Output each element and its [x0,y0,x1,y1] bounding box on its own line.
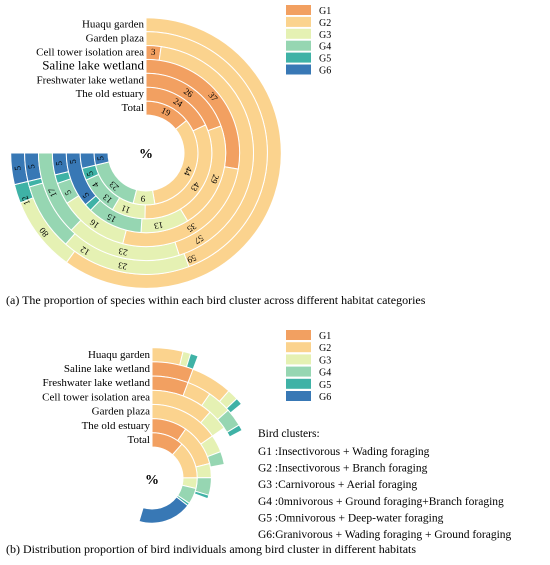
value-label-saline-lake-wetland: 5 [62,188,73,197]
cluster-description-3: G3 :Carnivorous + Aerial foraging [258,479,417,491]
value-label-huaqu-garden: 12 [19,195,32,207]
segment-the-old-estuary-g6 [79,152,97,169]
category-label-total: Total [122,102,144,114]
legend-b-swatch-g2 [286,342,311,353]
legend-b-label-g1: G1 [319,331,331,342]
legend-a-swatch-g6 [286,64,311,75]
legend-b-label-g4: G4 [319,368,331,379]
chart-a-center-label: % [139,147,153,162]
chart-a-caption: (a) The proportion of species within eac… [6,293,426,307]
chart-b-caption: (b) Distribution proportion of bird indi… [6,542,416,556]
value-label-the-old-estuary: 4 [90,180,101,190]
value-label-garden-plaza: 12 [78,244,91,257]
chart-a-rings [10,17,282,289]
legend-a-label-g6: G6 [319,66,331,77]
value-label-garden-plaza: 59 [185,253,198,266]
chart-b-category-labels: Huaqu garden Saline lake wetland Freshwate… [42,349,150,446]
category-label-the-old-estuary: The old estuary [76,88,145,100]
category-label-freshwater-lake-wetland: Freshwater lake wetland [36,74,144,86]
segment-total-g6 [138,496,189,524]
legend-a-swatch-g3 [286,28,311,39]
value-label-cell-tower-isolation-area: 3 [151,47,157,57]
category-label-garden-plaza: Garden plaza [86,33,144,45]
chart-a-category-labels: Huaqu garden Garden plaza Cell tower isola… [36,19,144,114]
category-label-b-garden-plaza: Garden plaza [92,406,150,418]
value-label-total: 9 [140,194,146,204]
chart-b: Huaqu garden Saline lake wetland Freshwate… [42,347,243,524]
cluster-description-2: G2 :Insectivorous + Branch foraging [258,463,428,475]
value-label-cell-tower-isolation-area: 23 [117,246,129,258]
category-label-b-freshwater-lake-wetland: Freshwater lake wetland [42,377,150,389]
legend-b-label-g2: G2 [319,343,331,354]
segment-freshwater-lake-wetland-g5 [226,424,243,438]
value-label-freshwater-lake-wetland: 5 [80,190,91,200]
category-label-huaqu-garden: Huaqu garden [82,19,145,31]
cluster-description-6: G6:Granivorous + Wading foraging + Groun… [258,529,512,541]
chart-a: 8012559231253572317373516552629131555244… [10,17,282,289]
category-label-b-huaqu-garden: Huaqu garden [88,349,151,361]
segment-total-g6 [93,152,110,166]
category-label-saline-lake-wetland: Saline lake wetland [42,57,144,72]
chart-b-center-label: % [145,473,159,488]
category-label-b-the-old-estuary: The old estuary [82,420,151,432]
value-label-total: 44 [182,165,195,178]
legend-b-swatch-g6 [286,391,311,401]
bird-clusters-title: Bird clusters: [258,428,320,440]
cluster-description-4: G4 :0mnivorous + Ground foraging+Branch … [258,496,504,508]
cluster-description-5: G5 :Omnivorous + Deep-water foraging [258,512,444,524]
legend-b-label-g3: G3 [319,355,331,366]
value-label-cell-tower-isolation-area: 17 [46,186,59,199]
legend-b-swatch-g5 [286,378,311,389]
legend-a-label-g3: G3 [319,30,331,41]
value-label-huaqu-garden: 5 [12,165,23,171]
category-label-b-total: Total [128,434,150,446]
value-label-garden-plaza: 23 [117,260,128,272]
legend-a-label-g5: G5 [319,54,331,65]
legend-a-label-g1: G1 [319,6,331,17]
legend-b-label-g5: G5 [319,380,331,391]
value-label-freshwater-lake-wetland: 13 [153,220,164,231]
category-label-cell-tower-isolation-area: Cell tower isolation area [36,47,144,59]
cluster-description-1: G1 :Insectivorous + Wading foraging [258,446,430,458]
legend-a-swatch-g4 [286,40,311,51]
value-label-the-old-estuary: 11 [120,203,132,215]
legend-a-swatch-g5 [286,52,311,63]
value-label-the-old-estuary: 5 [84,169,95,177]
chart-b-rings [138,347,243,524]
value-label-freshwater-lake-wetland: 5 [68,158,79,164]
bird-clusters-key: Bird clusters: G1 :Insectivorous + Wadin… [258,428,512,541]
value-label-freshwater-lake-wetland: 29 [208,173,221,185]
legend-b-swatch-g3 [286,354,311,365]
value-label-garden-plaza: 5 [26,163,37,169]
legend-b-swatch-g4 [286,366,311,377]
legend-a-swatch-g2 [286,16,311,27]
value-label-saline-lake-wetland: 5 [54,160,65,166]
category-label-b-cell-tower-isolation-area: Cell tower isolation area [42,391,150,403]
legend-a-label-g2: G2 [319,18,331,29]
legend-b-label-g6: G6 [319,392,331,403]
value-label-total: 5 [95,155,106,161]
category-label-b-saline-lake-wetland: Saline lake wetland [64,363,151,375]
legend-a-label-g4: G4 [319,42,331,53]
legend-a-swatch-g1 [286,5,311,15]
legend-b-swatch-g1 [286,330,311,340]
